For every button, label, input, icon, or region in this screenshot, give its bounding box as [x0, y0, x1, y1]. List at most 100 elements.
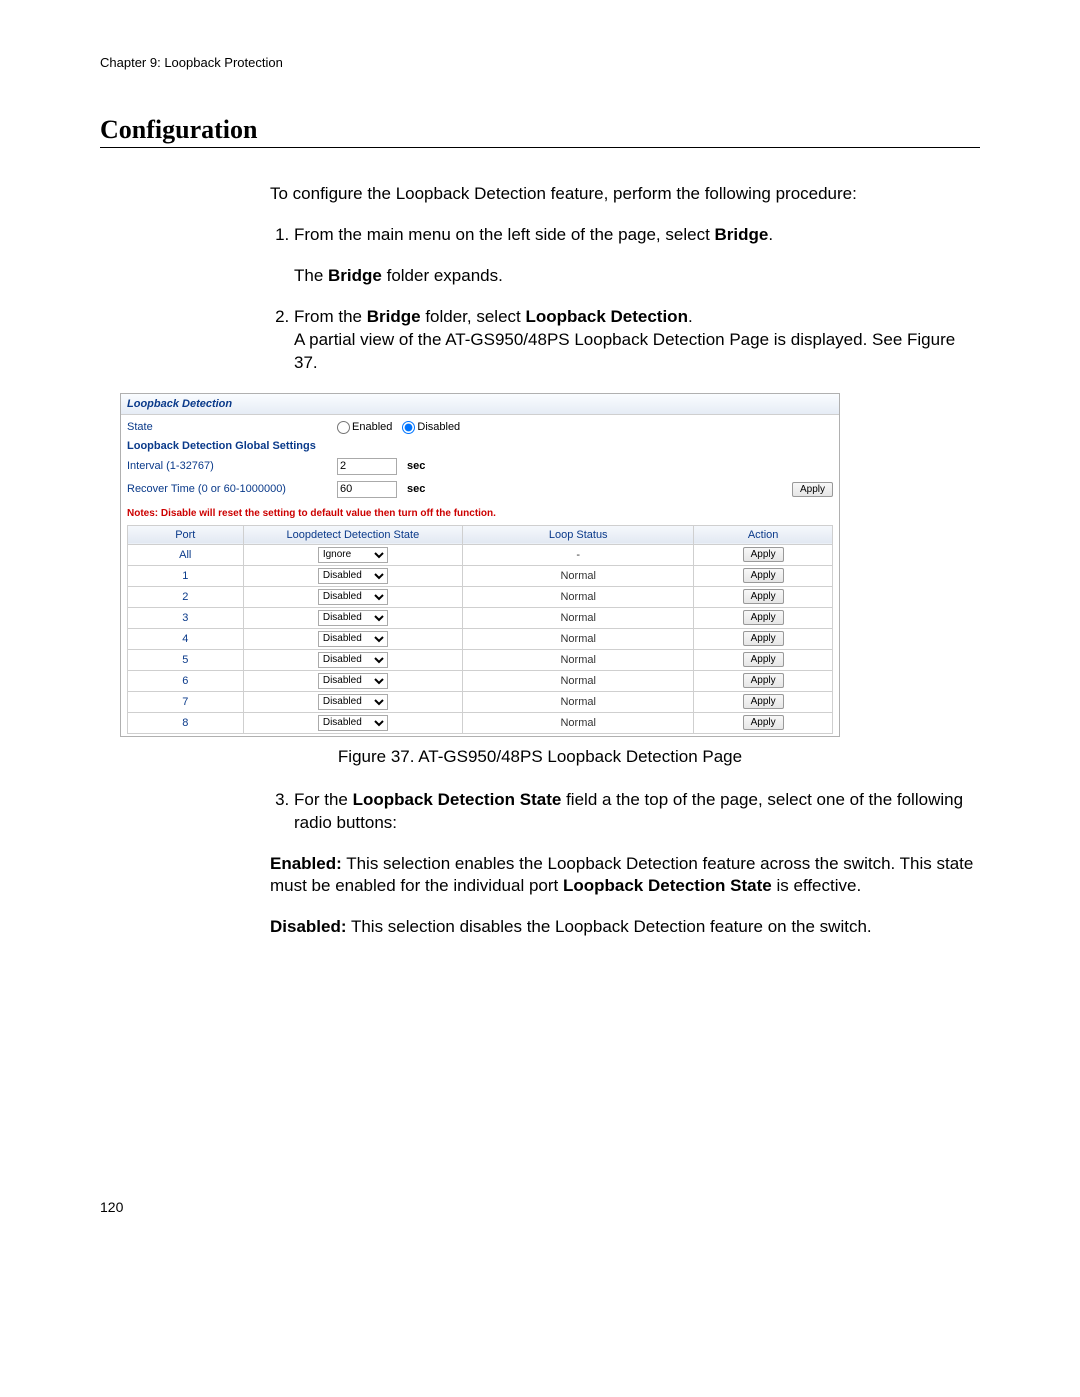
recover-label: Recover Time (0 or 60-1000000): [127, 483, 337, 495]
action-cell: Apply: [694, 607, 833, 628]
state-radio-enabled[interactable]: Enabled: [337, 421, 392, 434]
radio-enabled-input[interactable]: [337, 421, 350, 434]
step1-bold: Bridge: [715, 225, 769, 244]
status-cell: Normal: [463, 628, 694, 649]
table-row: 2 Disabled Normal Apply: [128, 586, 833, 607]
port-table: Port Loopdetect Detection State Loop Sta…: [127, 525, 833, 734]
step-1: From the main menu on the left side of t…: [294, 224, 980, 288]
state-cell: Disabled: [243, 670, 463, 691]
disabled-description: Disabled: This selection disables the Lo…: [270, 916, 980, 939]
state-cell: Disabled: [243, 649, 463, 670]
apply-row-button[interactable]: Apply: [743, 610, 784, 625]
radio-disabled-input[interactable]: [402, 421, 415, 434]
apply-row-button[interactable]: Apply: [743, 715, 784, 730]
loopback-detection-panel: Loopback Detection State Enabled Disable…: [120, 393, 840, 737]
step1-suffix: .: [768, 225, 773, 244]
state-radio-disabled[interactable]: Disabled: [402, 421, 460, 434]
port-cell: 2: [128, 586, 244, 607]
state-cell: Disabled: [243, 607, 463, 628]
state-cell: Disabled: [243, 691, 463, 712]
action-cell: Apply: [694, 586, 833, 607]
col-header-status: Loop Status: [463, 525, 694, 544]
detection-state-select[interactable]: Ignore: [318, 547, 388, 563]
chapter-header: Chapter 9: Loopback Protection: [100, 55, 980, 70]
port-cell: 6: [128, 670, 244, 691]
disable-note: Notes: Disable will reset the setting to…: [127, 508, 833, 519]
port-cell: 8: [128, 712, 244, 733]
step1-prefix: From the main menu on the left side of t…: [294, 225, 715, 244]
port-cell: 1: [128, 565, 244, 586]
action-cell: Apply: [694, 544, 833, 565]
recover-unit: sec: [407, 483, 425, 495]
port-cell: 4: [128, 628, 244, 649]
action-cell: Apply: [694, 670, 833, 691]
port-cell: 7: [128, 691, 244, 712]
action-cell: Apply: [694, 712, 833, 733]
table-row: All Ignore - Apply: [128, 544, 833, 565]
global-settings-header: Loopback Detection Global Settings: [127, 440, 833, 452]
port-cell: All: [128, 544, 244, 565]
status-cell: Normal: [463, 649, 694, 670]
recover-input[interactable]: [337, 481, 397, 498]
step2-line2: A partial view of the AT-GS950/48PS Loop…: [294, 330, 955, 372]
col-header-action: Action: [694, 525, 833, 544]
table-row: 8 Disabled Normal Apply: [128, 712, 833, 733]
interval-label: Interval (1-32767): [127, 460, 337, 472]
port-cell: 3: [128, 607, 244, 628]
apply-row-button[interactable]: Apply: [743, 568, 784, 583]
state-cell: Disabled: [243, 628, 463, 649]
state-cell: Disabled: [243, 586, 463, 607]
interval-input[interactable]: [337, 458, 397, 475]
state-label: State: [127, 421, 337, 433]
table-row: 5 Disabled Normal Apply: [128, 649, 833, 670]
status-cell: Normal: [463, 670, 694, 691]
state-cell: Disabled: [243, 565, 463, 586]
step-2: From the Bridge folder, select Loopback …: [294, 306, 980, 375]
intro-paragraph: To configure the Loopback Detection feat…: [270, 183, 980, 206]
status-cell: Normal: [463, 691, 694, 712]
state-cell: Ignore: [243, 544, 463, 565]
col-header-port: Port: [128, 525, 244, 544]
port-cell: 5: [128, 649, 244, 670]
status-cell: Normal: [463, 586, 694, 607]
action-cell: Apply: [694, 691, 833, 712]
apply-row-button[interactable]: Apply: [743, 673, 784, 688]
table-row: 3 Disabled Normal Apply: [128, 607, 833, 628]
port-table-body: All Ignore - Apply 1 Disabled Normal Apply 2 Disa…: [128, 544, 833, 733]
action-cell: Apply: [694, 565, 833, 586]
action-cell: Apply: [694, 649, 833, 670]
table-row: 1 Disabled Normal Apply: [128, 565, 833, 586]
detection-state-select[interactable]: Disabled: [318, 631, 388, 647]
table-row: 7 Disabled Normal Apply: [128, 691, 833, 712]
enabled-description: Enabled: This selection enables the Loop…: [270, 853, 980, 899]
detection-state-select[interactable]: Disabled: [318, 652, 388, 668]
apply-row-button[interactable]: Apply: [743, 589, 784, 604]
step-3: For the Loopback Detection State field a…: [294, 789, 980, 835]
apply-row-button[interactable]: Apply: [743, 694, 784, 709]
figure-caption: Figure 37. AT-GS950/48PS Loopback Detect…: [100, 747, 980, 767]
action-cell: Apply: [694, 628, 833, 649]
col-header-state: Loopdetect Detection State: [243, 525, 463, 544]
detection-state-select[interactable]: Disabled: [318, 673, 388, 689]
table-row: 4 Disabled Normal Apply: [128, 628, 833, 649]
apply-row-button[interactable]: Apply: [743, 652, 784, 667]
detection-state-select[interactable]: Disabled: [318, 568, 388, 584]
status-cell: Normal: [463, 565, 694, 586]
detection-state-select[interactable]: Disabled: [318, 694, 388, 710]
detection-state-select[interactable]: Disabled: [318, 589, 388, 605]
apply-row-button[interactable]: Apply: [743, 547, 784, 562]
status-cell: -: [463, 544, 694, 565]
state-cell: Disabled: [243, 712, 463, 733]
status-cell: Normal: [463, 712, 694, 733]
status-cell: Normal: [463, 607, 694, 628]
apply-row-button[interactable]: Apply: [743, 631, 784, 646]
detection-state-select[interactable]: Disabled: [318, 715, 388, 731]
step1-result: The Bridge folder expands.: [294, 265, 980, 288]
panel-title: Loopback Detection: [121, 394, 839, 415]
detection-state-select[interactable]: Disabled: [318, 610, 388, 626]
table-row: 6 Disabled Normal Apply: [128, 670, 833, 691]
interval-unit: sec: [407, 460, 425, 472]
apply-global-button[interactable]: Apply: [792, 482, 833, 497]
page-number: 120: [100, 1199, 980, 1215]
section-title: Configuration: [100, 115, 980, 148]
